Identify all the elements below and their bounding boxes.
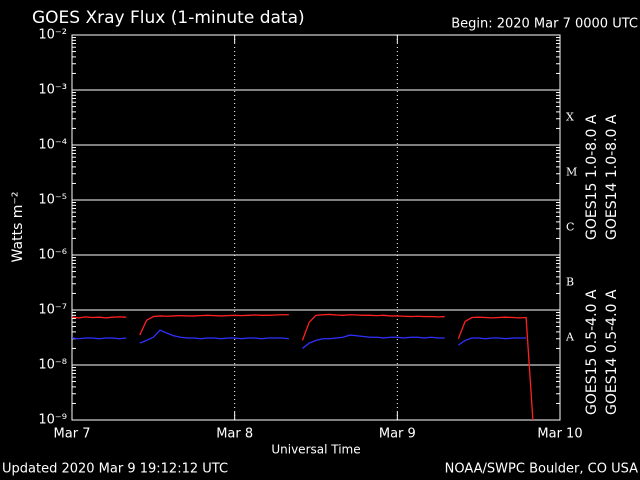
x-axis-label: Universal Time xyxy=(271,443,360,457)
series-line xyxy=(71,316,127,319)
series-line xyxy=(71,337,127,340)
legend-entry: GOES14 0.5-4.0 A xyxy=(604,289,620,415)
legend-entry: GOES14 1.0-8.0 A xyxy=(604,114,620,240)
y-tick-label: 10⁻⁵ xyxy=(38,193,67,208)
legend-entry: GOES15 0.5-4.0 A xyxy=(584,289,600,415)
flare-class-label: X xyxy=(566,111,574,124)
series-line xyxy=(302,334,445,349)
series-line xyxy=(301,313,445,341)
x-tick-label: Mar 7 xyxy=(54,427,91,442)
footer-right: NOAA/SWPC Boulder, CO USA xyxy=(445,462,638,477)
x-tick-label: Mar 9 xyxy=(379,427,416,442)
x-tick-label: Mar 10 xyxy=(537,427,582,442)
y-tick-label: 10⁻³ xyxy=(38,83,67,98)
y-tick-label: 10⁻⁴ xyxy=(38,138,67,153)
series-line xyxy=(139,329,289,344)
y-tick-label: 10⁻² xyxy=(38,28,67,43)
chart-title: GOES Xray Flux (1-minute data) xyxy=(32,8,305,28)
series-line xyxy=(139,314,289,336)
y-tick-label: 10⁻⁶ xyxy=(38,248,67,263)
footer-left: Updated 2020 Mar 9 19:12:12 UTC xyxy=(2,462,228,477)
chart-subtitle: Begin: 2020 Mar 7 0000 UTC xyxy=(451,17,638,32)
flare-class-label: C xyxy=(566,221,574,234)
flare-class-label: M xyxy=(566,166,577,179)
series-line xyxy=(457,316,534,421)
x-tick-label: Mar 8 xyxy=(216,427,253,442)
legend-entry: GOES15 1.0-8.0 A xyxy=(584,114,600,240)
series-line xyxy=(457,337,527,346)
flare-class-label: A xyxy=(565,331,575,344)
flare-class-label: B xyxy=(566,276,574,289)
y-tick-label: 10⁻⁷ xyxy=(38,303,67,318)
y-axis-label: Watts m⁻² xyxy=(10,192,26,263)
y-tick-label: 10⁻⁸ xyxy=(38,358,67,373)
y-tick-label: 10⁻⁹ xyxy=(38,413,67,428)
